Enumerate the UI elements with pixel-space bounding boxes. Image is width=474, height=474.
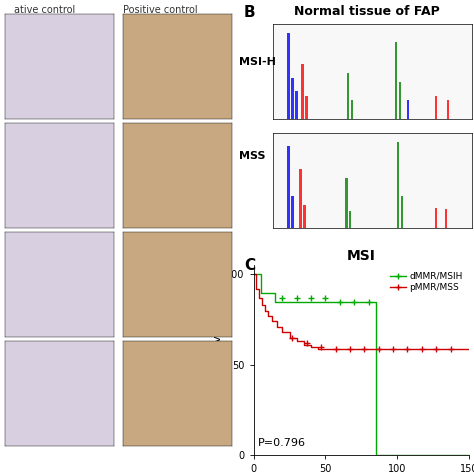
Bar [299, 169, 302, 228]
Text: P=0.796: P=0.796 [258, 438, 306, 448]
Bar [395, 42, 397, 118]
Text: C: C [244, 258, 255, 273]
Title: MSI: MSI [347, 249, 376, 263]
Bar [347, 73, 349, 118]
Bar [445, 210, 447, 228]
Bar [407, 100, 409, 118]
Text: Normal tissue of FAP: Normal tissue of FAP [294, 5, 439, 18]
Bar [351, 100, 354, 118]
Y-axis label: Percent survival: Percent survival [213, 316, 223, 405]
Text: ative control: ative control [14, 5, 75, 15]
Bar [435, 208, 437, 228]
Legend: dMMR/MSIH, pMMR/MSS: dMMR/MSIH, pMMR/MSS [388, 270, 465, 294]
Bar [303, 205, 306, 228]
Bar [291, 196, 294, 228]
Bar [349, 211, 351, 228]
Bar [305, 96, 308, 118]
Text: MSI-H: MSI-H [239, 56, 276, 67]
Bar [345, 178, 347, 228]
Text: B: B [244, 5, 256, 20]
Text: Positive control: Positive control [123, 5, 198, 15]
Text: MSS: MSS [239, 151, 266, 162]
Bar [435, 96, 437, 118]
Bar [301, 64, 304, 118]
Bar [447, 100, 449, 118]
Bar [291, 78, 294, 118]
Bar [295, 91, 298, 118]
Bar [287, 33, 290, 118]
Bar [399, 82, 401, 118]
Bar [287, 146, 290, 228]
Bar [401, 196, 403, 228]
Bar [397, 142, 399, 228]
